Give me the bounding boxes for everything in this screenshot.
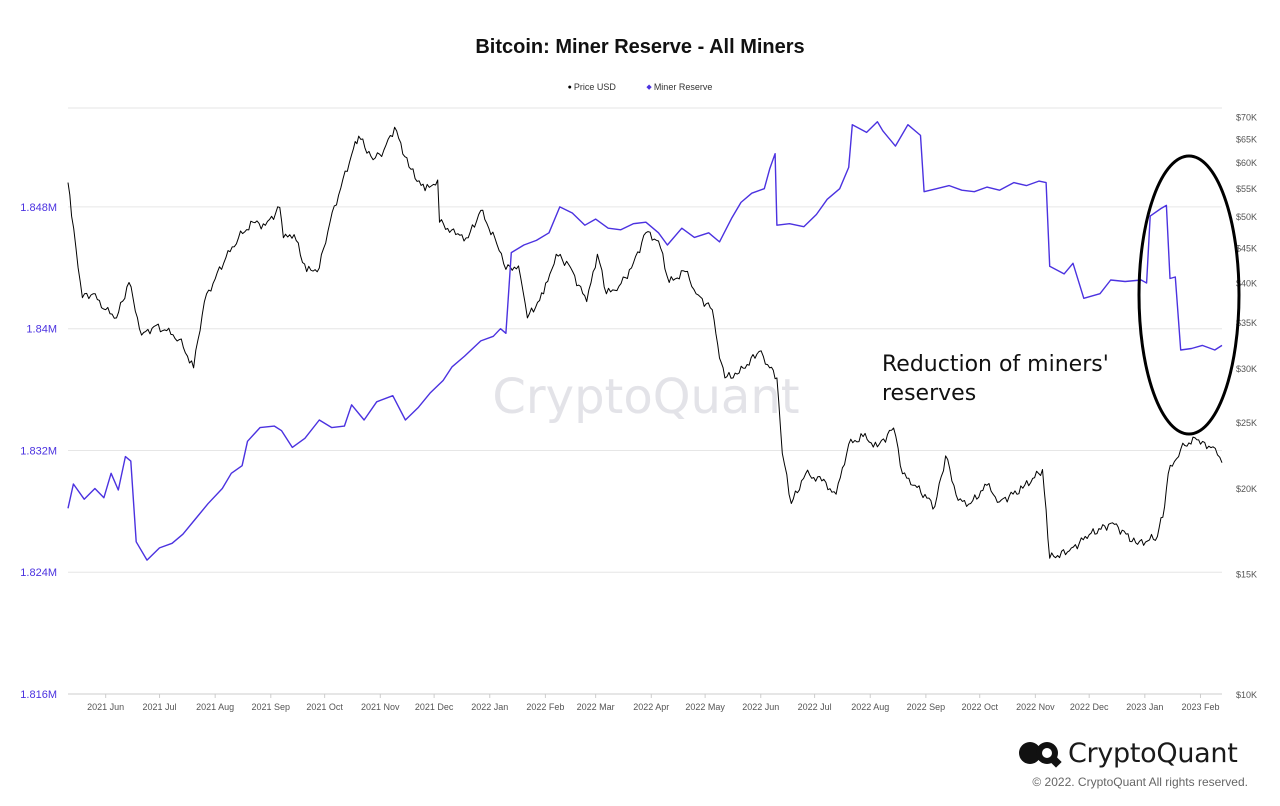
right-tick-label: $50K [1236,212,1257,222]
legend-price-marker-icon: ● [567,84,572,91]
left-tick-label: 1.816M [20,689,57,701]
x-axis: 2021 Jun 2021 Jul 2021 Aug 2021 Sep 2021 Oct… [68,693,1222,712]
x-tick-label: 2022 Feb [526,702,564,712]
x-tick-label: 2022 Jun [742,702,779,712]
right-tick-label: $65K [1236,134,1257,144]
x-tick-label: 2023 Feb [1181,702,1219,712]
x-tick-label: 2022 Apr [633,702,669,712]
x-tick-label: 2021 Aug [196,702,234,712]
legend-price-label: Price USD [573,82,616,92]
x-tick-label: 2022 May [685,702,725,712]
x-tick-label: 2022 Nov [1016,702,1055,712]
right-tick-label: $20K [1236,484,1257,494]
right-axis: $70K $65K $60K $55K $50K $45K $40K $35K $30K $25K… [1236,112,1257,700]
price-usd-line [67,126,1223,559]
right-tick-label: $55K [1236,184,1257,194]
legend-reserve-label: Miner Reserve [653,82,713,92]
left-tick-label: 1.832M [20,445,57,457]
left-tick-label: 1.824M [20,567,57,579]
left-tick-label: 1.84M [26,324,57,336]
x-tick-label: 2022 Sep [907,702,946,712]
chart-title: Bitcoin: Miner Reserve - All Miners [475,36,805,58]
legend-item-miner-reserve[interactable]: ◆ Miner Reserve [646,82,712,92]
miner-reserve-line [67,121,1223,561]
chart-legend: ● Price USD ◆ Miner Reserve [0,82,1280,92]
right-tick-label: $40K [1236,278,1257,288]
x-tick-label: 2021 Dec [415,702,454,712]
right-tick-label: $35K [1236,318,1257,328]
legend-item-price[interactable]: ● Price USD [568,82,616,92]
annotation-text: Reduction of miners' reserves [882,352,1109,406]
x-tick-label: 2021 Oct [306,702,343,712]
x-tick-label: 2022 Mar [577,702,615,712]
right-tick-label: $25K [1236,418,1257,428]
brand-logo: CryptoQuant [1018,735,1238,771]
right-tick-label: $10K [1236,690,1257,700]
x-tick-label: 2021 Sep [252,702,291,712]
x-tick-label: 2021 Jun [87,702,124,712]
x-tick-label: 2022 Jul [798,702,832,712]
watermark-text: CryptoQuant [492,369,799,425]
right-tick-label: $15K [1236,570,1257,580]
right-tick-label: $70K [1236,112,1257,122]
x-tick-label: 2021 Nov [361,702,400,712]
right-tick-label: $60K [1236,158,1257,168]
cryptoquant-logo-icon [1019,742,1062,768]
x-tick-label: 2022 Oct [961,702,998,712]
legend-reserve-marker-icon: ◆ [646,84,652,91]
x-tick-label: 2022 Jan [471,702,508,712]
x-tick-label: 2022 Dec [1070,702,1109,712]
series-layer [67,121,1223,561]
highlight-ellipse [1137,154,1241,436]
copyright-text: © 2022. CryptoQuant All rights reserved. [1032,775,1248,789]
left-axis: 1.848M 1.84M 1.832M 1.824M 1.816M [20,202,57,701]
brand-name: CryptoQuant [1068,737,1238,769]
x-tick-label: 2023 Jan [1126,702,1163,712]
right-tick-label: $30K [1236,364,1257,374]
left-tick-label: 1.848M [20,202,57,214]
right-tick-label: $45K [1236,244,1257,254]
x-tick-label: 2021 Jul [143,702,177,712]
x-tick-label: 2022 Aug [851,702,889,712]
